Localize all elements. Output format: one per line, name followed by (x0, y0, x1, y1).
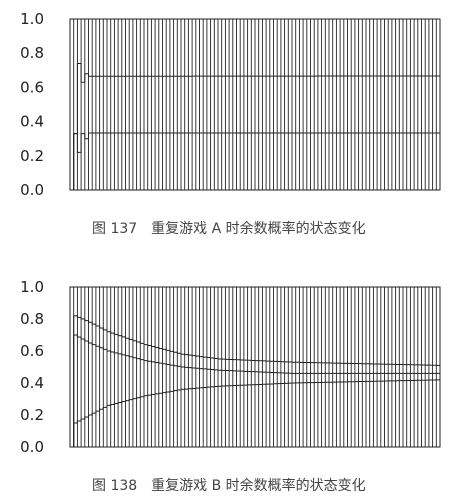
y-tick-label: 0.8 (20, 310, 44, 328)
y-tick-label: 0.6 (20, 342, 44, 360)
y-tick-label: 0.6 (20, 78, 44, 96)
series-line-1 (70, 62, 441, 191)
y-tick-label: 0.0 (20, 181, 44, 199)
chart-game-b: 0.0 0.2 0.4 0.6 0.8 1.0 (20, 278, 441, 456)
y-tick-label: 0.2 (20, 406, 44, 424)
series-line-0 (70, 132, 440, 191)
chart-game-a: 0.0 0.2 0.4 0.6 0.8 1.0 (20, 10, 441, 199)
y-tick-label: 0.4 (20, 374, 44, 392)
plot-frame (69, 18, 441, 191)
y-tick-label: 1.0 (20, 10, 44, 28)
series-line-0 (70, 379, 441, 448)
y-tick-label: 1.0 (20, 278, 44, 296)
caption-figure-138: 图 138 重复游戏 B 时余数概率的状态变化 (92, 477, 366, 494)
vertical-lines (73, 19, 441, 190)
y-tick-label: 0.2 (20, 147, 44, 165)
caption-figure-137: 图 137 重复游戏 A 时余数概率的状态变化 (92, 220, 366, 237)
y-tick-label: 0.8 (20, 44, 44, 62)
y-tick-label: 0.4 (20, 113, 44, 131)
series-line-2 (70, 315, 441, 448)
plot-frame (69, 286, 441, 448)
y-tick-label: 0.0 (20, 438, 44, 456)
series-line-1 (70, 334, 440, 448)
vertical-lines (73, 287, 441, 447)
